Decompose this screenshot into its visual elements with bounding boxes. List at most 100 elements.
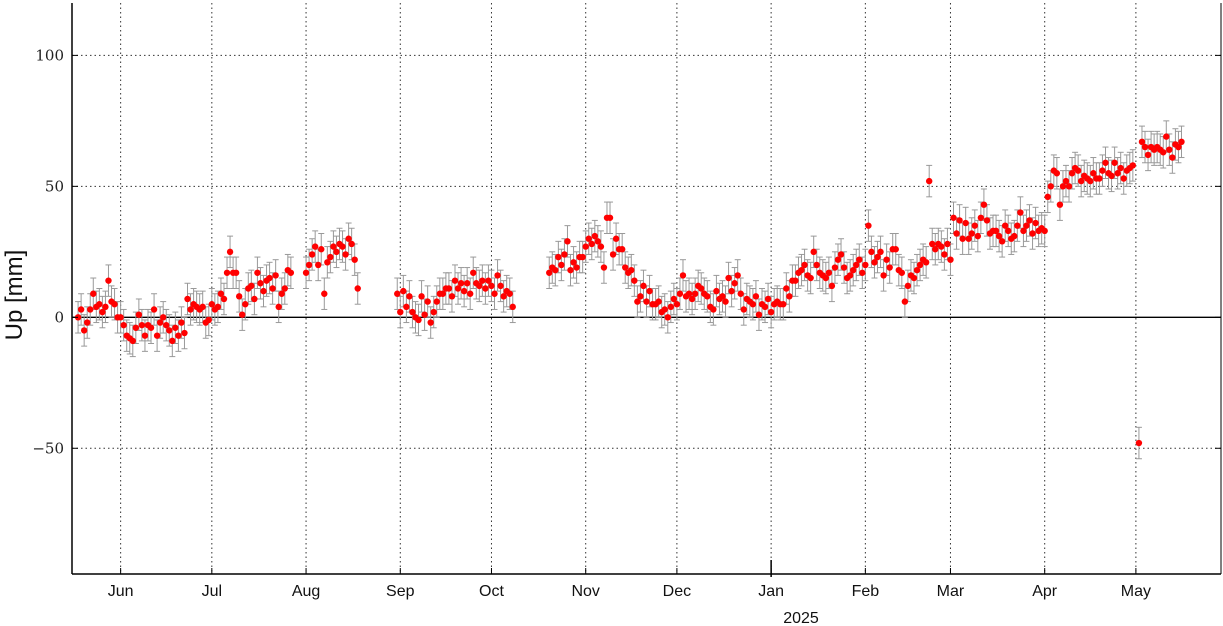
data-point: [667, 303, 675, 311]
data-point: [588, 240, 595, 248]
data-point: [1108, 172, 1115, 180]
data-point: [409, 308, 416, 316]
data-point: [862, 261, 869, 269]
data-point: [880, 272, 887, 279]
data-point: [491, 290, 498, 297]
x-tick-label: Aug: [292, 583, 320, 600]
year-label: 2025: [783, 610, 819, 626]
data-point: [655, 298, 662, 305]
data-point: [977, 214, 985, 221]
data-point: [564, 238, 571, 245]
data-point: [749, 301, 757, 308]
data-point: [153, 332, 161, 339]
data-point: [1020, 227, 1027, 235]
data-point: [80, 327, 88, 334]
data-point: [214, 303, 222, 311]
data-point: [1029, 230, 1036, 237]
data-point: [767, 308, 775, 316]
data-point: [992, 227, 1000, 235]
x-tick-label: Feb: [852, 583, 880, 600]
data-point: [1087, 177, 1094, 185]
data-point: [1111, 159, 1118, 166]
y-tick-label: 50: [45, 177, 64, 195]
data-point: [737, 290, 744, 297]
data-point: [807, 274, 814, 282]
data-point: [585, 235, 592, 242]
data-point: [925, 177, 933, 185]
x-tick-label: Dec: [663, 583, 691, 600]
data-point: [622, 264, 629, 271]
data-point: [260, 287, 267, 295]
data-point: [1138, 138, 1146, 146]
data-point: [421, 311, 428, 318]
data-point: [1023, 222, 1030, 229]
data-point: [780, 301, 787, 308]
data-point: [1011, 232, 1018, 240]
data-point: [251, 295, 258, 303]
data-point: [269, 285, 276, 292]
data-point: [466, 290, 474, 297]
data-point: [856, 256, 863, 263]
data-point: [868, 248, 875, 256]
data-point: [679, 272, 687, 279]
data-point: [87, 306, 94, 313]
y-tick-label: −50: [32, 439, 64, 457]
data-point: [1144, 151, 1152, 159]
data-point: [433, 298, 440, 305]
data-point: [704, 293, 711, 300]
data-point: [482, 285, 489, 292]
data-point: [688, 295, 696, 303]
data-point: [1053, 170, 1061, 177]
data-point: [1160, 149, 1167, 156]
data-point: [810, 248, 817, 256]
data-point: [311, 243, 319, 250]
data-point: [308, 251, 316, 258]
data-point: [445, 285, 453, 292]
data-point: [345, 235, 352, 242]
data-point: [1120, 175, 1127, 182]
data-point: [239, 311, 246, 318]
data-point: [242, 301, 249, 308]
data-point: [1096, 175, 1103, 182]
data-point: [755, 311, 763, 318]
data-point: [594, 238, 602, 245]
data-point: [141, 332, 149, 339]
data-point: [132, 324, 140, 331]
data-point: [354, 285, 361, 292]
data-point: [1129, 162, 1137, 169]
data-point: [710, 306, 717, 313]
data-point: [883, 256, 890, 263]
data-point: [223, 269, 231, 276]
data-point: [1090, 170, 1097, 177]
data-point: [561, 251, 568, 258]
data-point: [1117, 164, 1124, 172]
data-point: [181, 329, 188, 337]
y-axis-label: Up [mm]: [1, 250, 28, 341]
data-point: [673, 301, 681, 308]
data-point: [120, 321, 127, 329]
data-point: [947, 256, 954, 263]
data-point: [792, 277, 799, 284]
data-point: [470, 269, 477, 276]
data-point: [637, 293, 644, 300]
data-point: [722, 298, 729, 305]
data-point: [953, 230, 960, 237]
data-point: [302, 269, 310, 276]
data-point: [871, 259, 878, 266]
y-tick-label: 100: [35, 46, 64, 64]
data-point: [305, 261, 313, 269]
data-point: [834, 256, 842, 263]
data-point: [922, 259, 930, 266]
data-point: [135, 311, 143, 318]
data-point: [558, 261, 565, 269]
data-point: [138, 321, 146, 329]
data-point: [959, 235, 966, 242]
data-point: [397, 308, 404, 316]
data-point: [339, 243, 346, 250]
data-point: [1068, 170, 1076, 177]
data-point: [719, 293, 726, 300]
data-point: [257, 280, 264, 287]
data-point: [324, 259, 331, 266]
data-point: [163, 321, 170, 329]
data-point: [281, 285, 288, 292]
